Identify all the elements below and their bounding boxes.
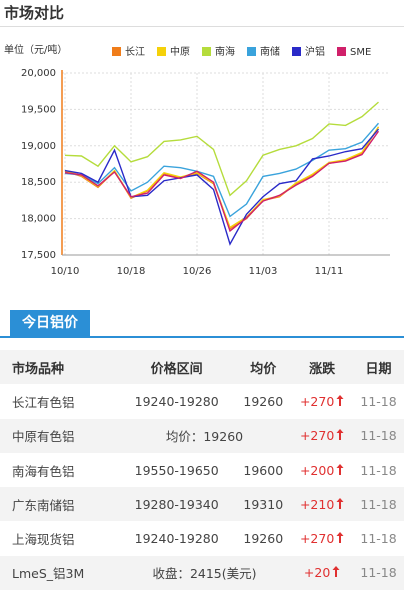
table-row: 广东南储铝 19280-19340 19310 +210 11-18 bbox=[0, 487, 404, 522]
series-line bbox=[64, 128, 380, 246]
price-range: 收盘：2415(美元) bbox=[152, 566, 257, 582]
unit-label: 单位（元/吨） bbox=[4, 43, 67, 56]
chart: 单位（元/吨） 17,500 18,000 18,500 19,000 19,500 20… bbox=[4, 43, 390, 277]
series-line bbox=[64, 130, 380, 233]
x-tick-label: 10/10 bbox=[51, 266, 80, 277]
section-title: 市场对比 bbox=[4, 4, 65, 22]
y-tick-label: 18,000 bbox=[21, 214, 56, 225]
legend-swatch bbox=[112, 47, 121, 56]
price-range: 19240-19280 bbox=[134, 393, 219, 409]
legend-label: 中原 bbox=[170, 45, 190, 58]
price-change: +270 bbox=[291, 419, 353, 453]
price-change: +210 bbox=[291, 487, 353, 521]
series-line bbox=[64, 122, 380, 218]
y-tick-label: 19,000 bbox=[21, 141, 56, 152]
x-tick-label: 11/11 bbox=[315, 266, 344, 277]
x-tick-label: 10/26 bbox=[183, 266, 212, 277]
date: 11-18 bbox=[360, 428, 397, 444]
market-name: 上海现货铝 bbox=[12, 532, 75, 548]
price-change: +200 bbox=[291, 453, 353, 487]
up-arrow bbox=[336, 532, 344, 544]
date: 11-18 bbox=[360, 496, 397, 512]
x-tick-label: 10/18 bbox=[117, 266, 146, 277]
y-tick-label: 20,000 bbox=[21, 68, 56, 79]
date: 11-18 bbox=[360, 393, 397, 409]
table-row: 上海现货铝 19240-19280 19260 +270 11-18 bbox=[0, 521, 404, 555]
legend-swatch bbox=[202, 47, 211, 56]
change-value: +200 bbox=[299, 462, 335, 478]
tab[interactable]: 今日铝价 bbox=[10, 310, 90, 336]
date: 11-18 bbox=[360, 462, 397, 478]
column-header: 市场品种 bbox=[12, 361, 65, 377]
change-value: +270 bbox=[299, 531, 335, 547]
legend-label: SME bbox=[350, 47, 371, 58]
price-change: +20 bbox=[291, 556, 353, 590]
table-row: LmeS_铝3M 收盘：2415(美元) +20 11-18 bbox=[0, 555, 404, 590]
divider bbox=[0, 26, 404, 27]
price-range: 19550-19650 bbox=[134, 462, 219, 478]
market-name: 广东南储铝 bbox=[12, 497, 75, 513]
legend-label: 南海 bbox=[215, 45, 235, 58]
table-row: 中原有色铝 均价：19260 +270 11-18 bbox=[0, 418, 404, 453]
average-price: 19310 bbox=[243, 496, 284, 512]
change-value: +20 bbox=[303, 565, 331, 581]
price-range: 均价：19260 bbox=[165, 429, 244, 445]
price-table: 市场品种 价格区间 均价 涨跌 日期长江有色铝 19240-19280 19260 +270 1… bbox=[0, 350, 404, 590]
column-header: 价格区间 bbox=[150, 361, 203, 377]
column-header: 均价 bbox=[250, 361, 277, 377]
legend-label: 长江 bbox=[125, 46, 145, 58]
up-arrow bbox=[336, 497, 344, 509]
date: 11-18 bbox=[360, 531, 397, 547]
market-name: 南海有色铝 bbox=[12, 463, 75, 479]
legend-label: 沪铝 bbox=[305, 45, 325, 58]
y-tick-label: 17,500 bbox=[21, 250, 56, 261]
up-arrow bbox=[336, 429, 344, 441]
legend-label: 南储 bbox=[260, 45, 280, 58]
series-line bbox=[64, 126, 380, 230]
column-header: 涨跌 bbox=[309, 361, 336, 377]
series-line bbox=[64, 101, 379, 197]
average-price: 19600 bbox=[243, 462, 284, 478]
y-tick-label: 18,500 bbox=[21, 177, 56, 188]
up-arrow bbox=[336, 394, 344, 406]
column-header: 日期 bbox=[365, 361, 392, 377]
legend-swatch bbox=[247, 47, 256, 56]
x-tick-label: 11/03 bbox=[249, 266, 278, 277]
price-range: 19280-19340 bbox=[134, 496, 219, 512]
series-line bbox=[64, 126, 380, 229]
change-value: +270 bbox=[299, 428, 335, 444]
legend-swatch bbox=[337, 47, 346, 56]
average-price: 19260 bbox=[243, 531, 284, 547]
price-range: 19240-19280 bbox=[134, 531, 219, 547]
price-change: +270 bbox=[291, 521, 353, 555]
table-row: 长江有色铝 19240-19280 19260 +270 11-18 bbox=[0, 384, 404, 418]
market-name: 长江有色铝 bbox=[12, 394, 75, 410]
market-name: 中原有色铝 bbox=[12, 429, 75, 445]
date: 11-18 bbox=[360, 565, 397, 581]
up-arrow bbox=[336, 463, 344, 475]
divider bbox=[0, 336, 404, 338]
legend-swatch bbox=[157, 47, 166, 56]
average-price: 19260 bbox=[243, 393, 284, 409]
legend-swatch bbox=[292, 47, 301, 56]
up-arrow bbox=[332, 566, 340, 578]
price-change: +270 bbox=[291, 384, 353, 418]
market-name: LmeS_铝3M bbox=[12, 566, 85, 582]
change-value: +210 bbox=[299, 496, 335, 512]
table-row: 南海有色铝 19550-19650 19600 +200 11-18 bbox=[0, 453, 404, 487]
y-tick-label: 19,500 bbox=[21, 104, 56, 115]
change-value: +270 bbox=[299, 393, 335, 409]
